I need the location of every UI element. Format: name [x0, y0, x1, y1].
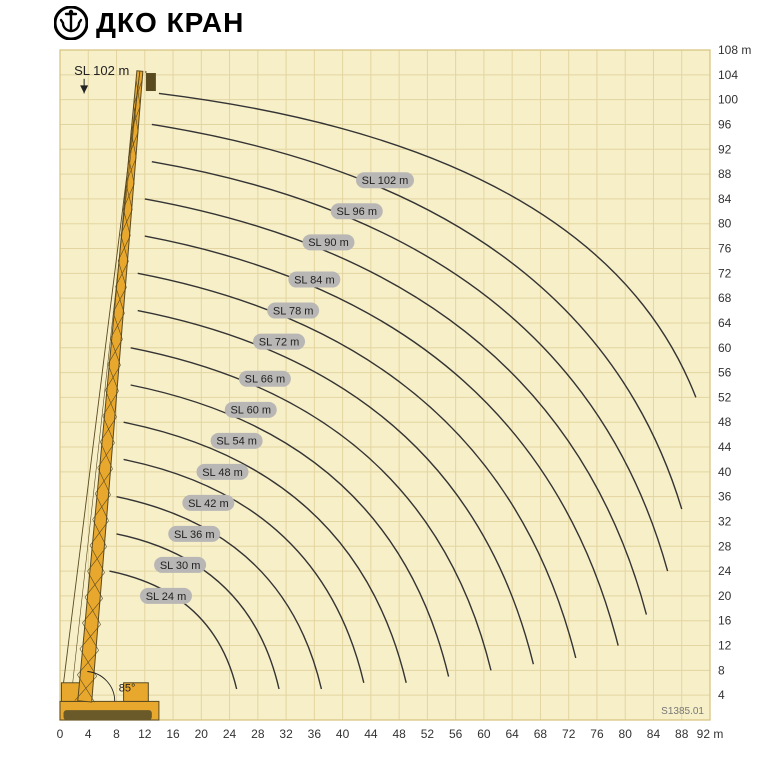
- svg-text:8: 8: [718, 663, 725, 677]
- svg-text:88: 88: [675, 727, 689, 741]
- svg-text:72: 72: [718, 266, 732, 280]
- svg-text:24: 24: [718, 564, 732, 578]
- curve-label-text: SL 36 m: [174, 529, 215, 541]
- svg-text:85°: 85°: [119, 682, 136, 694]
- svg-text:52: 52: [421, 727, 435, 741]
- svg-text:28: 28: [718, 539, 732, 553]
- svg-text:4: 4: [718, 688, 725, 702]
- svg-text:16: 16: [718, 614, 732, 628]
- curve-label-text: SL 72 m: [259, 336, 300, 348]
- svg-text:56: 56: [718, 366, 732, 380]
- svg-text:16: 16: [166, 727, 180, 741]
- svg-text:32: 32: [279, 727, 293, 741]
- svg-text:84: 84: [647, 727, 661, 741]
- svg-text:0: 0: [57, 727, 64, 741]
- svg-text:36: 36: [308, 727, 322, 741]
- x-axis-ticks: 0481216202428323640444852566064687276808…: [57, 727, 724, 741]
- svg-text:68: 68: [534, 727, 548, 741]
- curve-label-text: SL 30 m: [160, 560, 201, 572]
- svg-text:80: 80: [718, 217, 732, 231]
- svg-text:SL 102 m: SL 102 m: [74, 63, 129, 78]
- svg-text:44: 44: [718, 440, 732, 454]
- svg-text:24: 24: [223, 727, 237, 741]
- svg-text:56: 56: [449, 727, 463, 741]
- svg-text:12: 12: [138, 727, 152, 741]
- svg-text:40: 40: [336, 727, 350, 741]
- y-axis-ticks: 4812162024283236404448525660646872768084…: [718, 43, 751, 702]
- curve-label-text: SL 54 m: [216, 436, 257, 448]
- curve-label-text: SL 96 m: [336, 206, 377, 218]
- svg-text:96: 96: [718, 117, 732, 131]
- svg-text:108 m: 108 m: [718, 43, 751, 57]
- svg-text:68: 68: [718, 291, 732, 305]
- svg-text:64: 64: [718, 316, 732, 330]
- svg-text:20: 20: [718, 589, 732, 603]
- svg-text:8: 8: [113, 727, 120, 741]
- svg-text:80: 80: [619, 727, 633, 741]
- svg-text:104: 104: [718, 68, 738, 82]
- curve-label-text: SL 102 m: [362, 175, 409, 187]
- curve-label-text: SL 84 m: [294, 274, 335, 286]
- curve-label-text: SL 24 m: [146, 591, 187, 603]
- svg-text:64: 64: [505, 727, 519, 741]
- curve-label-text: SL 78 m: [273, 305, 314, 317]
- svg-text:52: 52: [718, 390, 732, 404]
- svg-text:76: 76: [718, 242, 732, 256]
- svg-text:76: 76: [590, 727, 604, 741]
- curve-label-text: SL 60 m: [230, 405, 271, 417]
- svg-text:60: 60: [718, 341, 732, 355]
- svg-text:48: 48: [718, 415, 732, 429]
- svg-text:12: 12: [718, 639, 732, 653]
- svg-text:60: 60: [477, 727, 491, 741]
- svg-text:40: 40: [718, 465, 732, 479]
- svg-text:44: 44: [364, 727, 378, 741]
- svg-text:88: 88: [718, 167, 732, 181]
- svg-text:92: 92: [718, 142, 732, 156]
- svg-text:36: 36: [718, 490, 732, 504]
- svg-text:72: 72: [562, 727, 576, 741]
- svg-text:32: 32: [718, 514, 732, 528]
- curve-label-text: SL 42 m: [188, 498, 229, 510]
- svg-text:28: 28: [251, 727, 265, 741]
- svg-text:100: 100: [718, 93, 738, 107]
- curve-label-text: SL 66 m: [245, 374, 286, 386]
- load-chart: 4812162024283236404448525660646872768084…: [0, 0, 763, 763]
- svg-text:20: 20: [195, 727, 209, 741]
- svg-text:48: 48: [392, 727, 406, 741]
- curve-label-text: SL 48 m: [202, 467, 243, 479]
- svg-text:92 m: 92 m: [697, 727, 724, 741]
- document-number: S1385.01: [661, 706, 704, 717]
- curve-label-text: SL 90 m: [308, 237, 349, 249]
- svg-text:4: 4: [85, 727, 92, 741]
- svg-text:84: 84: [718, 192, 732, 206]
